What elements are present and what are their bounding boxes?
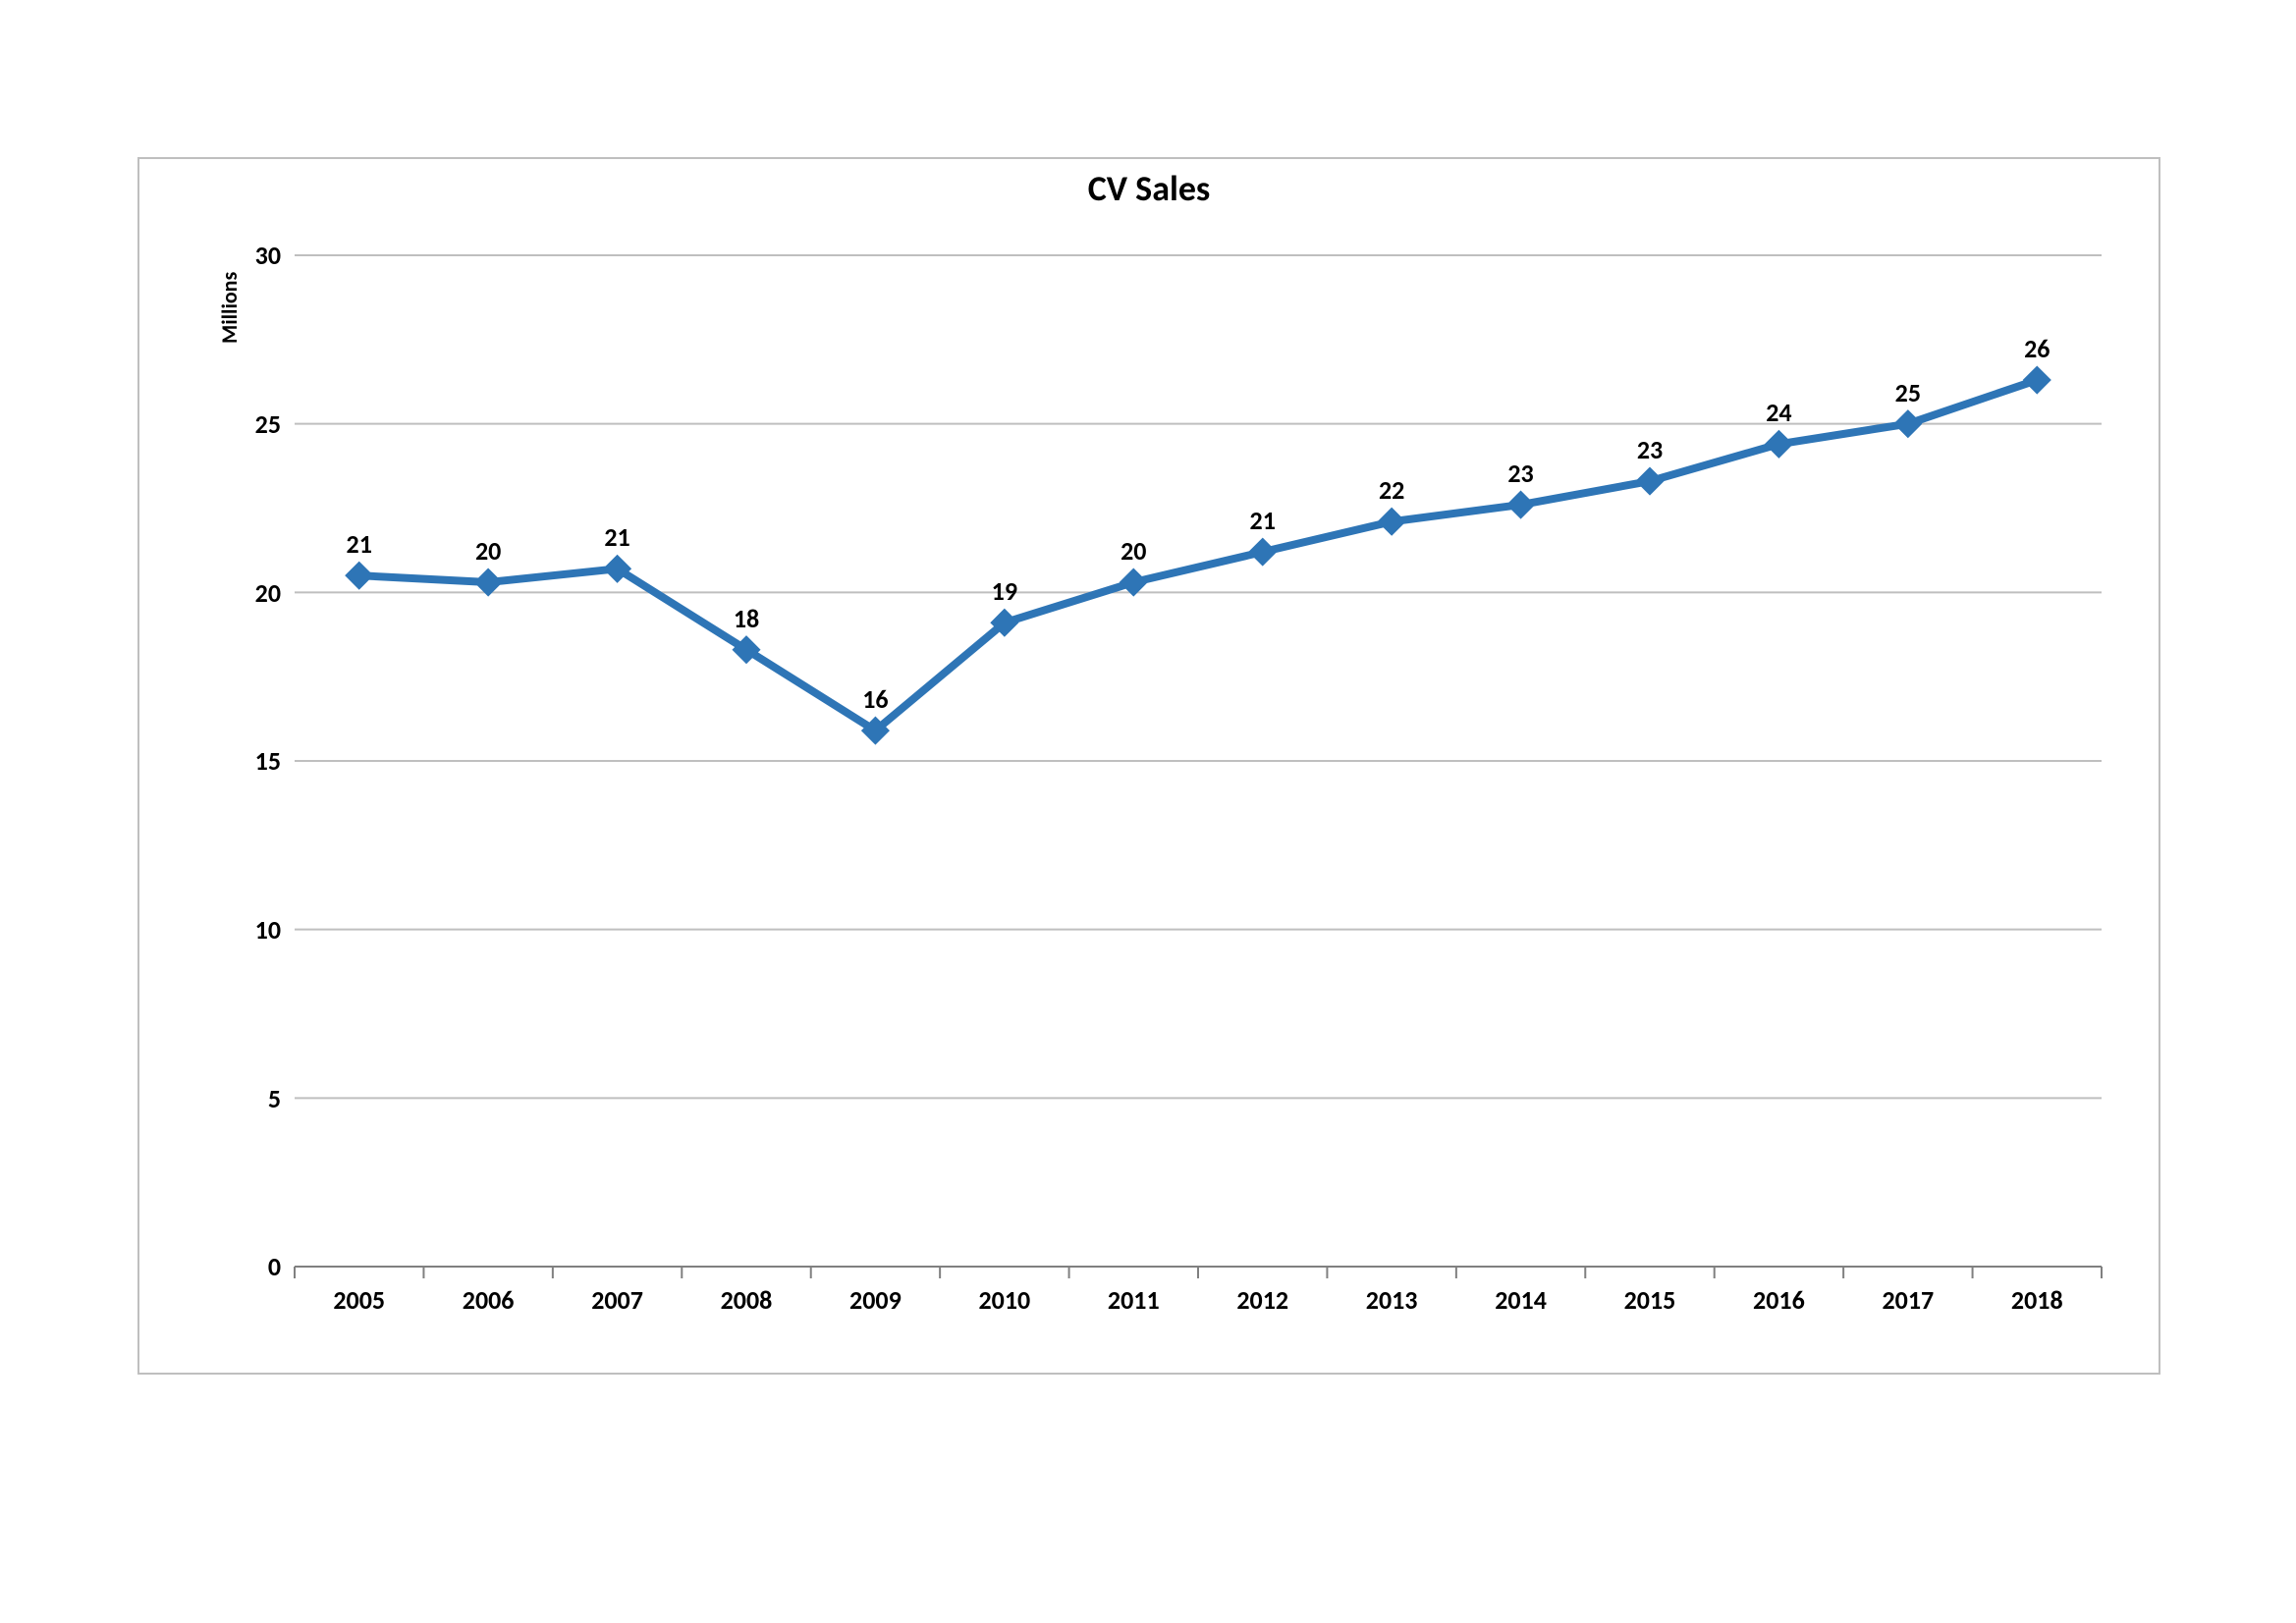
data-point-label: 20 bbox=[1094, 535, 1173, 567]
x-tick-label: 2013 bbox=[1327, 1284, 1455, 1316]
data-point-label: 22 bbox=[1352, 474, 1431, 506]
x-tick-label: 2015 bbox=[1585, 1284, 1714, 1316]
data-point-label: 21 bbox=[1224, 505, 1302, 536]
y-tick-label: 5 bbox=[268, 1083, 281, 1114]
data-point-label: 19 bbox=[965, 575, 1044, 607]
x-tick-label: 2005 bbox=[295, 1284, 423, 1316]
y-tick-label: 30 bbox=[255, 240, 281, 271]
x-tick-label: 2012 bbox=[1198, 1284, 1327, 1316]
x-tick-label: 2007 bbox=[553, 1284, 682, 1316]
x-tick-label: 2017 bbox=[1843, 1284, 1972, 1316]
x-tick-label: 2018 bbox=[1973, 1284, 2102, 1316]
data-point-label: 21 bbox=[578, 521, 657, 553]
data-point-label: 23 bbox=[1482, 458, 1560, 489]
y-tick-label: 10 bbox=[255, 914, 281, 946]
data-point-label: 24 bbox=[1739, 397, 1818, 428]
x-tick-label: 2014 bbox=[1456, 1284, 1585, 1316]
data-point-label: 21 bbox=[320, 528, 399, 560]
x-tick-label: 2016 bbox=[1715, 1284, 1843, 1316]
x-tick-label: 2011 bbox=[1069, 1284, 1198, 1316]
x-tick-label: 2008 bbox=[682, 1284, 810, 1316]
data-point-label: 25 bbox=[1869, 377, 1947, 408]
data-point-label: 16 bbox=[836, 683, 914, 715]
data-point-label: 18 bbox=[707, 603, 786, 634]
data-point-label: 20 bbox=[449, 535, 527, 567]
y-tick-label: 15 bbox=[255, 745, 281, 777]
x-tick-label: 2009 bbox=[811, 1284, 940, 1316]
data-point-label: 26 bbox=[1997, 333, 2076, 364]
y-tick-label: 20 bbox=[255, 577, 281, 609]
y-tick-label: 0 bbox=[268, 1251, 281, 1282]
y-tick-label: 25 bbox=[255, 408, 281, 440]
x-tick-label: 2006 bbox=[423, 1284, 552, 1316]
data-point-label: 23 bbox=[1611, 434, 1689, 465]
line-chart bbox=[0, 0, 2296, 1623]
x-tick-label: 2010 bbox=[940, 1284, 1068, 1316]
